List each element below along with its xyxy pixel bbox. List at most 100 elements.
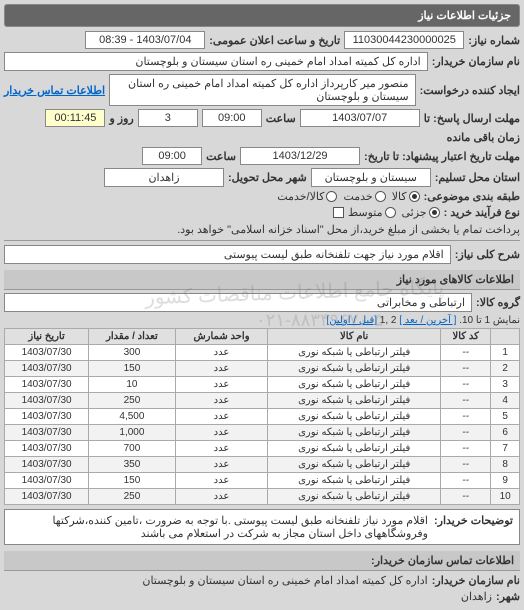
- table-cell: فیلتر ارتباطی یا شبکه نوری: [268, 457, 441, 473]
- city-value: زاهدان: [104, 168, 224, 187]
- goods-table: کد کالانام کالاواحد شمارشتعداد / مقدارتا…: [4, 328, 520, 505]
- need-no-label: شماره نیاز:: [468, 34, 520, 47]
- table-cell: 1: [491, 345, 520, 361]
- table-row: 3--فیلتر ارتباطی یا شبکه نوریعدد101403/0…: [5, 377, 520, 393]
- table-cell: فیلتر ارتباطی یا شبکه نوری: [268, 489, 441, 505]
- contact-link[interactable]: اطلاعات تماس خریدار: [4, 84, 105, 97]
- table-cell: --: [441, 457, 491, 473]
- buyer-org-value: اداره کل کمیته امداد امام خمینی ره استان…: [4, 52, 428, 71]
- table-cell: 700: [89, 441, 175, 457]
- table-cell: عدد: [175, 377, 268, 393]
- need-desc-value: اقلام مورد نیاز جهت تلفنخانه طبق لیست پی…: [4, 245, 451, 264]
- table-cell: 1403/07/30: [5, 425, 89, 441]
- table-cell: عدد: [175, 409, 268, 425]
- requester-label: ایجاد کننده درخواست:: [420, 84, 520, 97]
- radio-goods[interactable]: کالا: [392, 190, 420, 203]
- table-cell: 1403/07/30: [5, 361, 89, 377]
- radio-medium-label: متوسط: [348, 206, 383, 219]
- deadline-send-label: مهلت ارسال پاسخ: تا: [424, 112, 520, 125]
- table-cell: 150: [89, 361, 175, 377]
- table-cell: عدد: [175, 489, 268, 505]
- table-cell: --: [441, 425, 491, 441]
- pager-next-link[interactable]: [قبل / اولین]: [326, 315, 377, 326]
- table-cell: عدد: [175, 345, 268, 361]
- explain-label: توضیحات خریدار:: [434, 514, 513, 540]
- table-header: کد کالا: [441, 329, 491, 345]
- table-cell: --: [441, 377, 491, 393]
- time-label-1: ساعت: [266, 112, 296, 125]
- table-cell: فیلتر ارتباطی یا شبکه نوری: [268, 425, 441, 441]
- table-cell: 4,500: [89, 409, 175, 425]
- table-cell: 10: [491, 489, 520, 505]
- radio-dot-icon: [326, 191, 337, 202]
- table-cell: فیلتر ارتباطی یا شبکه نوری: [268, 377, 441, 393]
- goods-section-title: اطلاعات کالاهای مورد نیاز: [4, 270, 520, 290]
- table-cell: عدد: [175, 473, 268, 489]
- treasury-checkbox[interactable]: [333, 207, 344, 218]
- table-cell: --: [441, 473, 491, 489]
- table-cell: 1403/07/30: [5, 393, 89, 409]
- need-desc-label: شرح کلی نیاز:: [455, 248, 520, 261]
- radio-small[interactable]: جزئی: [402, 206, 440, 219]
- remain-days-label: روز و: [109, 112, 133, 125]
- radio-both-label: کالا/خدمت: [277, 190, 324, 203]
- table-cell: فیلتر ارتباطی یا شبکه نوری: [268, 441, 441, 457]
- table-cell: 1403/07/30: [5, 377, 89, 393]
- buyer-org-label: نام سازمان خریدار:: [432, 55, 520, 68]
- table-cell: --: [441, 361, 491, 377]
- process-note: پرداخت تمام یا بخشی از مبلغ خرید،از محل …: [177, 223, 520, 236]
- table-cell: --: [441, 489, 491, 505]
- radio-service[interactable]: خدمت: [343, 190, 385, 203]
- table-cell: عدد: [175, 457, 268, 473]
- table-cell: فیلتر ارتباطی یا شبکه نوری: [268, 393, 441, 409]
- pager-prev-link[interactable]: [ آخرین / بعد ]: [399, 315, 456, 326]
- table-cell: 9: [491, 473, 520, 489]
- page-title: جزئیات اطلاعات نیاز: [4, 4, 520, 27]
- province-label: استان محل تسلیم:: [435, 171, 520, 184]
- radio-dot-icon: [375, 191, 386, 202]
- need-no-value: 11030044230000025: [344, 31, 464, 49]
- goods-group-value: ارتباطی و مخابراتی: [4, 293, 472, 312]
- table-cell: 1403/07/30: [5, 457, 89, 473]
- deadline-send-date: 1403/07/07: [300, 109, 420, 127]
- table-cell: عدد: [175, 425, 268, 441]
- contact-city-value: زاهدان: [461, 590, 492, 603]
- table-header: نام کالا: [268, 329, 441, 345]
- requester-value: منصور میر کارپرداز اداره کل کمیته امداد …: [109, 74, 416, 106]
- table-header: واحد شمارش: [175, 329, 268, 345]
- table-cell: 8: [491, 457, 520, 473]
- table-row: 8--فیلتر ارتباطی یا شبکه نوریعدد3501403/…: [5, 457, 520, 473]
- remain-days: 3: [138, 109, 198, 127]
- table-row: 6--فیلتر ارتباطی یا شبکه نوریعدد1,000140…: [5, 425, 520, 441]
- table-header: تعداد / مقدار: [89, 329, 175, 345]
- remain-label: زمان باقی مانده: [447, 131, 520, 144]
- table-cell: 10: [89, 377, 175, 393]
- table-cell: 6: [491, 425, 520, 441]
- table-cell: --: [441, 409, 491, 425]
- validity-label: مهلت تاریخ اعتبار پیشنهاد: تا تاریخ:: [364, 150, 520, 163]
- radio-dot-icon: [385, 207, 396, 218]
- pager-range: نمایش 1 تا 10.: [459, 315, 520, 326]
- table-cell: 5: [491, 409, 520, 425]
- table-cell: 350: [89, 457, 175, 473]
- table-cell: فیلتر ارتباطی یا شبکه نوری: [268, 409, 441, 425]
- time-label-2: ساعت: [206, 150, 236, 163]
- table-cell: 150: [89, 473, 175, 489]
- table-cell: --: [441, 345, 491, 361]
- table-row: 9--فیلتر ارتباطی یا شبکه نوریعدد1501403/…: [5, 473, 520, 489]
- province-value: سیستان و بلوچستان: [311, 168, 431, 187]
- radio-both[interactable]: کالا/خدمت: [277, 190, 337, 203]
- table-header: تاریخ نیاز: [5, 329, 89, 345]
- table-cell: عدد: [175, 361, 268, 377]
- table-cell: 1403/07/30: [5, 345, 89, 361]
- table-row: 2--فیلتر ارتباطی یا شبکه نوریعدد1501403/…: [5, 361, 520, 377]
- table-row: 10--فیلتر ارتباطی یا شبکه نوریعدد2501403…: [5, 489, 520, 505]
- table-cell: فیلتر ارتباطی یا شبکه نوری: [268, 473, 441, 489]
- radio-small-label: جزئی: [402, 206, 427, 219]
- table-cell: 300: [89, 345, 175, 361]
- table-cell: 7: [491, 441, 520, 457]
- city-label: شهر محل تحویل:: [228, 171, 307, 184]
- process-label: نوع فرآیند خرید :: [444, 206, 520, 219]
- radio-service-label: خدمت: [343, 190, 372, 203]
- radio-medium[interactable]: متوسط: [348, 206, 396, 219]
